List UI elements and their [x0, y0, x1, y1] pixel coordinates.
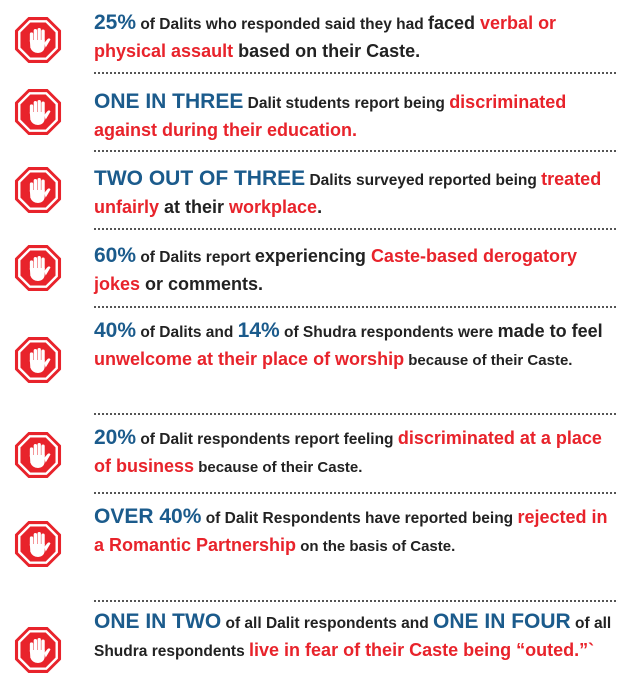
stop-hand-icon — [14, 336, 62, 384]
stat-highlight: ONE IN FOUR — [433, 610, 571, 633]
stat-item: 20% of Dalit respondents report feeling … — [0, 420, 622, 488]
stat-text-plain: on the basis of Caste. — [296, 538, 456, 555]
stat-text-plain: Dalit students report being — [243, 95, 450, 112]
stat-text-plain: of Dalit respondents report feeling — [136, 431, 398, 448]
stat-emphasis: verbal or physical assault — [94, 13, 557, 61]
stat-text-plain: of all Shudra respondents — [94, 615, 612, 660]
stop-hand-icon — [14, 431, 62, 479]
stat-text-plain: Dalits surveyed reported being — [305, 172, 542, 189]
stat-text: 40% of Dalits and 14% of Shudra responde… — [94, 317, 614, 374]
stat-text-plain: experiencing — [254, 246, 371, 266]
stat-item: 25% of Dalits who responded said they ha… — [0, 6, 622, 74]
stop-hand-icon — [14, 520, 62, 568]
stat-item: ONE IN THREE Dalit students report being… — [0, 80, 622, 148]
stat-text-plain: or comments. — [140, 274, 264, 294]
stat-text-plain: made to feel — [497, 321, 603, 341]
stat-highlight: ONE IN THREE — [94, 90, 244, 113]
stat-text-plain: faced — [428, 13, 481, 33]
stat-text-plain: based on their Caste. — [233, 41, 421, 61]
stat-text-plain: because of their Caste. — [404, 352, 573, 369]
stat-highlight: 20% — [94, 426, 137, 449]
stat-text-plain: of all Dalit respondents and — [221, 615, 434, 632]
stat-text-plain: because of their Caste. — [194, 459, 363, 476]
stat-text-plain: at their — [159, 197, 230, 217]
stop-hand-icon — [14, 166, 62, 214]
stat-text-plain: of Dalits who responded said they had — [136, 16, 428, 33]
stat-item: OVER 40% of Dalit Respondents have repor… — [0, 500, 622, 596]
stat-text: ONE IN TWO of all Dalit respondents and … — [94, 609, 614, 665]
stat-item: TWO OUT OF THREE Dalits surveyed reporte… — [0, 158, 622, 226]
stat-text: OVER 40% of Dalit Respondents have repor… — [94, 504, 614, 560]
stat-highlight: 60% — [94, 244, 137, 267]
stat-emphasis: discriminated against during their educa… — [94, 92, 567, 140]
dotted-divider — [94, 306, 616, 308]
stat-item: 40% of Dalits and 14% of Shudra responde… — [0, 314, 622, 410]
stat-text-plain: . — [317, 197, 323, 217]
stop-hand-icon — [14, 88, 62, 136]
dotted-divider — [94, 228, 616, 230]
dotted-divider — [94, 492, 616, 494]
stat-text: 20% of Dalit respondents report feeling … — [94, 424, 614, 481]
stat-emphasis: live in fear of their Caste being “outed… — [249, 640, 595, 660]
stat-text: 25% of Dalits who responded said they ha… — [94, 9, 614, 66]
stat-highlight: ONE IN TWO — [94, 610, 222, 633]
dotted-divider — [94, 600, 616, 602]
stat-text: ONE IN THREE Dalit students report being… — [94, 88, 614, 145]
dotted-divider — [94, 72, 616, 74]
stat-highlight: 40% — [94, 319, 137, 342]
stat-item: 60% of Dalits report experiencing Caste-… — [0, 236, 622, 304]
stat-text-plain: of Shudra respondents were — [279, 324, 498, 341]
stop-hand-icon — [14, 244, 62, 292]
stat-highlight: 25% — [94, 11, 137, 34]
stat-text-plain: of Dalits and — [136, 324, 238, 341]
stat-text: TWO OUT OF THREE Dalits surveyed reporte… — [94, 165, 614, 222]
dotted-divider — [94, 413, 616, 415]
stat-emphasis: Caste-based derogatory jokes — [94, 246, 577, 294]
stat-emphasis: treated unfairly — [94, 169, 602, 217]
stat-highlight: 14% — [237, 319, 280, 342]
stat-highlight: TWO OUT OF THREE — [94, 167, 306, 190]
stat-emphasis: unwelcome at their place of worship — [94, 349, 405, 369]
stat-text-plain: of Dalits report — [136, 249, 255, 266]
stat-emphasis: workplace — [229, 197, 318, 217]
dotted-divider — [94, 150, 616, 152]
stop-hand-icon — [14, 16, 62, 64]
stop-hand-icon — [14, 626, 62, 674]
stat-emphasis: discriminated at a place of business — [94, 428, 602, 476]
stat-text: 60% of Dalits report experiencing Caste-… — [94, 242, 614, 299]
stat-emphasis: rejected in a Romantic Partnership — [94, 507, 608, 555]
stat-item: ONE IN TWO of all Dalit respondents and … — [0, 606, 622, 698]
stat-highlight: OVER 40% — [94, 505, 202, 528]
stat-text-plain: of Dalit Respondents have reported being — [201, 510, 518, 527]
